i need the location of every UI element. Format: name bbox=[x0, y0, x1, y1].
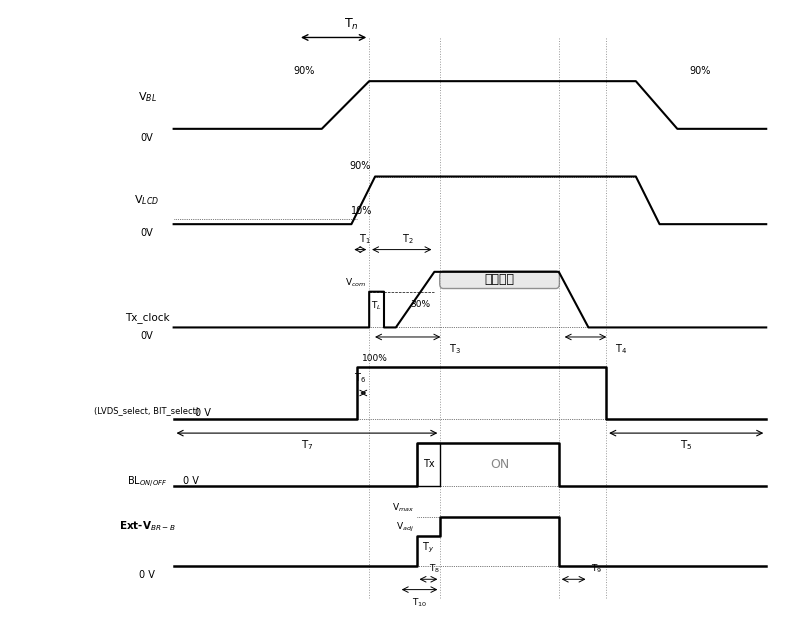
Text: Ext-V$_{BR-B}$: Ext-V$_{BR-B}$ bbox=[118, 519, 175, 533]
Text: T$_2$: T$_2$ bbox=[402, 232, 414, 245]
Text: V$_{com}$: V$_{com}$ bbox=[345, 277, 366, 289]
Text: 30%: 30% bbox=[410, 300, 430, 309]
Text: 10%: 10% bbox=[351, 206, 373, 216]
Text: 0V: 0V bbox=[141, 332, 154, 341]
Text: 0 V: 0 V bbox=[195, 408, 211, 419]
Text: T$_1$: T$_1$ bbox=[358, 232, 370, 245]
Text: T$_{10}$: T$_{10}$ bbox=[412, 597, 427, 609]
Text: 90%: 90% bbox=[294, 66, 314, 75]
Text: 90%: 90% bbox=[689, 66, 710, 75]
Text: T$_6$: T$_6$ bbox=[354, 371, 366, 385]
Text: T$_8$: T$_8$ bbox=[429, 563, 440, 575]
Text: 0V: 0V bbox=[141, 133, 154, 142]
Text: 0 V: 0 V bbox=[183, 476, 199, 486]
Text: T$_5$: T$_5$ bbox=[680, 438, 693, 452]
Text: 有效数据: 有效数据 bbox=[485, 273, 514, 286]
Text: ON: ON bbox=[490, 458, 509, 471]
Text: T$_y$: T$_y$ bbox=[422, 541, 434, 555]
Bar bbox=[417, 443, 440, 486]
Text: BL$_{ON/OFF}$: BL$_{ON/OFF}$ bbox=[127, 475, 167, 490]
Text: T$_9$: T$_9$ bbox=[591, 563, 602, 575]
FancyBboxPatch shape bbox=[440, 271, 559, 289]
Text: T$_3$: T$_3$ bbox=[449, 342, 461, 355]
Text: T$_n$: T$_n$ bbox=[344, 17, 358, 32]
Text: Tx_clock: Tx_clock bbox=[125, 312, 170, 323]
Text: 0 V: 0 V bbox=[139, 570, 155, 580]
Text: T$_7$: T$_7$ bbox=[301, 438, 314, 452]
Text: V$_{max}$: V$_{max}$ bbox=[391, 502, 414, 514]
Text: V$_{adj}$: V$_{adj}$ bbox=[396, 521, 414, 534]
Text: 90%: 90% bbox=[350, 161, 371, 171]
Text: 100%: 100% bbox=[362, 354, 388, 363]
Text: (LVDS_select, BIT_select): (LVDS_select, BIT_select) bbox=[94, 406, 199, 415]
Text: T$_L$: T$_L$ bbox=[371, 300, 382, 312]
Text: V$_{BL}$: V$_{BL}$ bbox=[138, 90, 157, 104]
Text: Tx: Tx bbox=[422, 459, 434, 470]
Text: V$_{LCD}$: V$_{LCD}$ bbox=[134, 194, 159, 207]
Text: 0V: 0V bbox=[141, 228, 154, 238]
Text: T$_4$: T$_4$ bbox=[615, 342, 627, 355]
